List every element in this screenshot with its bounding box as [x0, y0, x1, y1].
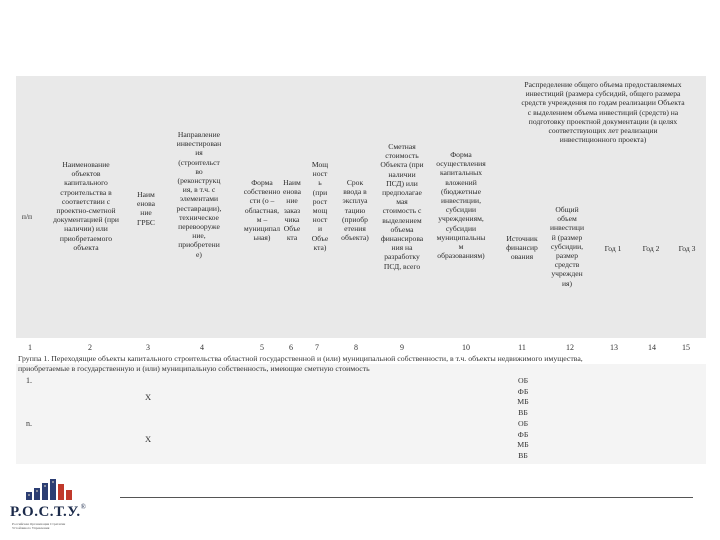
header-col-4: Направление инвестирован ия (строительст… — [176, 130, 222, 259]
column-number: 2 — [88, 343, 92, 352]
source-item: ВБ — [518, 407, 528, 417]
header-col-14: Год 2 — [642, 244, 660, 253]
logo-registered-mark: ® — [80, 503, 86, 511]
column-number: 14 — [648, 343, 656, 352]
footer-divider — [120, 497, 693, 498]
row-sources: ОБ ФБ МБ ВБ — [508, 376, 538, 418]
row-label: n. — [26, 419, 32, 428]
column-number: 8 — [354, 343, 358, 352]
column-number: 4 — [200, 343, 204, 352]
header-col-13: Год 1 — [604, 244, 622, 253]
header-col-1: п/п — [21, 212, 33, 221]
column-number: 10 — [462, 343, 470, 352]
header-col-12: Общий объем инвестици й (размер субсидии… — [549, 205, 585, 288]
building-bars-icon — [26, 479, 72, 500]
column-number: 7 — [315, 343, 319, 352]
header-col-15: Год 3 — [678, 244, 696, 253]
header-col-8: Срок ввода в эксплуа тацию (приобр етени… — [341, 178, 369, 243]
row-mark: Х — [145, 392, 152, 402]
source-item: ОБ — [517, 419, 529, 428]
header-col-9: Сметная стоимость Объекта (при наличии П… — [380, 142, 424, 271]
source-item: ВБ — [518, 450, 528, 460]
header-col-2: Наименование объектов капитального строи… — [53, 160, 119, 252]
column-number: 11 — [518, 343, 526, 352]
source-item: ФБ — [517, 429, 529, 439]
column-number: 5 — [260, 343, 264, 352]
column-number: 13 — [610, 343, 618, 352]
column-number: 6 — [289, 343, 293, 352]
column-number: 15 — [682, 343, 690, 352]
header-col-5: Форма собственно сти (о – областная, м –… — [243, 178, 281, 243]
table-header-background — [16, 76, 706, 338]
logo-name: Р.О.С.Т.У. — [10, 504, 81, 520]
source-item: МБ — [517, 440, 529, 450]
header-col-6: Наим енова ние заказ чика Объе кта — [282, 178, 302, 243]
column-number: 1 — [28, 343, 32, 352]
source-item: ОБ — [517, 376, 529, 385]
source-item: МБ — [517, 397, 529, 407]
row-sources: ОБ ФБ МБ ВБ — [508, 419, 538, 461]
rostu-logo: Р.О.С.Т.У.® Российская Организация Страт… — [10, 470, 100, 536]
logo-wordmark: Р.О.С.Т.У.® — [10, 503, 86, 521]
header-col-3: Наим енова ние ГРБС — [136, 190, 156, 227]
header-distribution: Распределение общего объема предоставляе… — [521, 80, 685, 145]
column-number: 12 — [566, 343, 574, 352]
column-number: 3 — [146, 343, 150, 352]
column-number: 9 — [400, 343, 404, 352]
source-item: ФБ — [517, 386, 529, 396]
group-1-title: Группа 1. Переходящие объекты капитально… — [18, 354, 583, 373]
header-col-11: Источник финансир ования — [506, 234, 538, 262]
logo-subtitle: Российская Организация Стратегии Устойчи… — [12, 522, 66, 531]
table-body-background — [16, 364, 706, 464]
row-mark: Х — [145, 434, 152, 444]
header-col-10: Форма осуществления капитальных вложений… — [436, 150, 486, 261]
row-label: 1. — [26, 376, 32, 385]
header-col-7: Мощ ност ь (при рост мощ ност и Объе кта… — [311, 160, 329, 252]
